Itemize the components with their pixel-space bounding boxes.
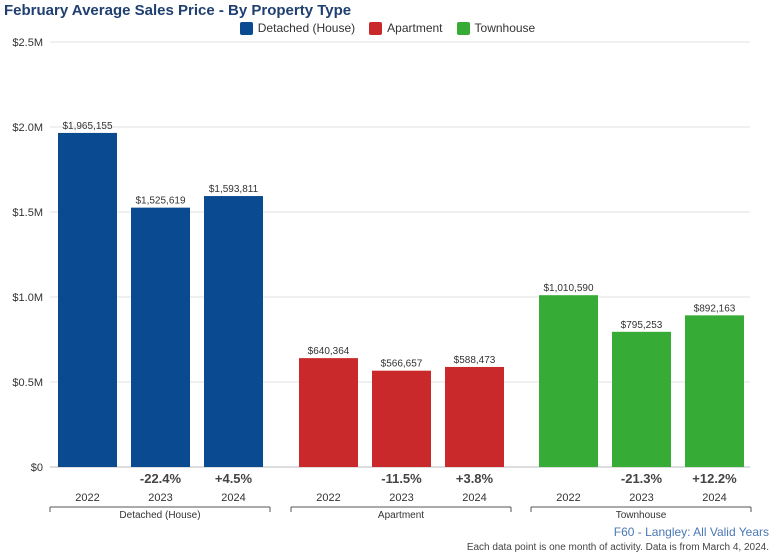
x-tick-label: 2023 [389,492,413,504]
bar [299,358,358,467]
source-note: F60 - Langley: All Valid Years [613,525,769,539]
chart-title: February Average Sales Price - By Proper… [4,2,352,19]
data-label: $640,364 [308,346,350,357]
bar [131,207,190,467]
x-tick-label: 2022 [75,492,99,504]
data-note: Each data point is one month of activity… [466,542,769,553]
bar [685,315,744,467]
x-tick-label: 2024 [462,492,486,504]
x-tick-label: 2023 [629,492,653,504]
bar [204,196,263,467]
data-label: $1,593,811 [209,184,259,195]
change-label: +12.2% [692,471,737,486]
data-label: $566,657 [381,359,423,370]
legend-label: Townhouse [474,21,536,35]
change-label: -21.3% [621,471,663,486]
y-tick-label: $1.0M [12,292,43,304]
data-label: $1,010,590 [543,283,593,294]
change-label: -22.4% [140,471,182,486]
x-tick-label: 2023 [148,492,172,504]
data-label: $1,525,619 [135,196,185,207]
data-label: $795,253 [621,320,663,331]
y-tick-label: $1.5M [12,207,43,219]
data-label: $588,473 [454,355,496,366]
x-tick-label: 2024 [221,492,245,504]
bar [612,331,671,467]
legend-item-apartment[interactable]: Apartment [369,21,443,35]
legend-item-detached[interactable]: Detached (House) [239,21,356,35]
change-label: -11.5% [381,471,422,486]
legend-swatch [369,21,383,35]
data-label: $1,965,155 [62,121,112,132]
legend-label: Detached (House) [257,21,356,35]
data-label: $892,163 [694,303,736,314]
x-tick-label: 2024 [702,492,726,504]
bar [539,295,598,467]
x-tick-label: 2022 [556,492,580,504]
group-label: Apartment [378,510,424,521]
group-label: Detached (House) [119,510,200,521]
chart-legend: Detached (House) Apartment Townhouse [0,21,775,35]
bar [372,370,431,467]
legend-item-townhouse[interactable]: Townhouse [456,21,536,35]
y-tick-label: $0.5M [12,377,43,389]
legend-label: Apartment [387,21,443,35]
change-label: +3.8% [456,471,494,486]
legend-swatch [239,21,253,35]
group-label: Townhouse [616,510,667,521]
bar [445,366,504,467]
y-tick-label: $0 [31,462,43,474]
y-tick-label: $2.0M [12,122,43,134]
change-label: +4.5% [215,471,253,486]
legend-swatch [456,21,470,35]
bar [58,132,117,467]
x-tick-label: 2022 [316,492,340,504]
y-tick-label: $2.5M [12,37,43,49]
